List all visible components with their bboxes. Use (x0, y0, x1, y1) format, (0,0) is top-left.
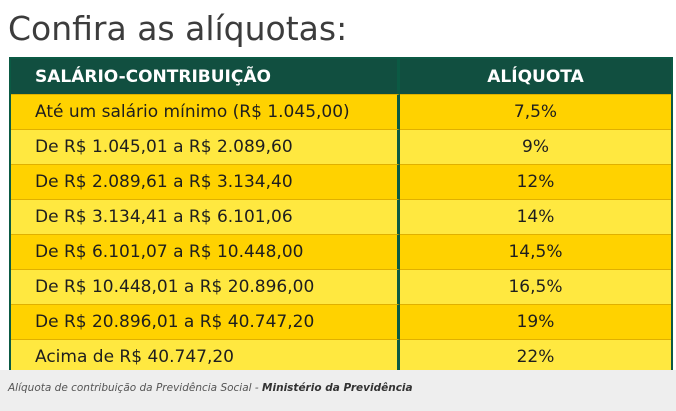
table-row: De R$ 10.448,01 a R$ 20.896,00 16,5% (11, 269, 671, 304)
salary-range-cell: De R$ 1.045,01 a R$ 2.089,60 (11, 129, 400, 164)
salary-range-cell: De R$ 20.896,01 a R$ 40.747,20 (11, 304, 400, 339)
image-caption: Alíquota de contribuição da Previdência … (0, 370, 676, 411)
salary-range-cell: De R$ 3.134,41 a R$ 6.101,06 (11, 199, 400, 234)
caption-text: Alíquota de contribuição da Previdência … (8, 382, 252, 394)
rate-cell: 12% (400, 164, 671, 199)
salary-range-cell: Acima de R$ 40.747,20 (11, 339, 400, 374)
header-rate: ALÍQUOTA (400, 59, 671, 94)
salary-range-cell: De R$ 6.101,07 a R$ 10.448,00 (11, 234, 400, 269)
salary-range-cell: De R$ 2.089,61 a R$ 3.134,40 (11, 164, 400, 199)
rate-cell: 16,5% (400, 269, 671, 304)
contribution-rates-table: SALÁRIO-CONTRIBUIÇÃO ALÍQUOTA Até um sal… (11, 59, 671, 374)
rate-cell: 14,5% (400, 234, 671, 269)
caption-source: Ministério da Previdência (262, 382, 413, 394)
table-row: De R$ 6.101,07 a R$ 10.448,00 14,5% (11, 234, 671, 269)
table-header-row: SALÁRIO-CONTRIBUIÇÃO ALÍQUOTA (11, 59, 671, 94)
contribution-rates-table-image: SALÁRIO-CONTRIBUIÇÃO ALÍQUOTA Até um sal… (9, 57, 673, 374)
rate-cell: 9% (400, 129, 671, 164)
header-salary-contribution: SALÁRIO-CONTRIBUIÇÃO (11, 59, 400, 94)
table-row: De R$ 2.089,61 a R$ 3.134,40 12% (11, 164, 671, 199)
caption-separator: - (251, 382, 263, 394)
table-row: De R$ 20.896,01 a R$ 40.747,20 19% (11, 304, 671, 339)
rate-cell: 7,5% (400, 94, 671, 129)
rate-cell: 22% (400, 339, 671, 374)
rate-cell: 19% (400, 304, 671, 339)
table-row: Até um salário mínimo (R$ 1.045,00) 7,5% (11, 94, 671, 129)
table-row: De R$ 1.045,01 a R$ 2.089,60 9% (11, 129, 671, 164)
page-heading: Confira as alíquotas: (8, 9, 348, 48)
table-row: Acima de R$ 40.747,20 22% (11, 339, 671, 374)
table-row: De R$ 3.134,41 a R$ 6.101,06 14% (11, 199, 671, 234)
salary-range-cell: Até um salário mínimo (R$ 1.045,00) (11, 94, 400, 129)
salary-range-cell: De R$ 10.448,01 a R$ 20.896,00 (11, 269, 400, 304)
rate-cell: 14% (400, 199, 671, 234)
